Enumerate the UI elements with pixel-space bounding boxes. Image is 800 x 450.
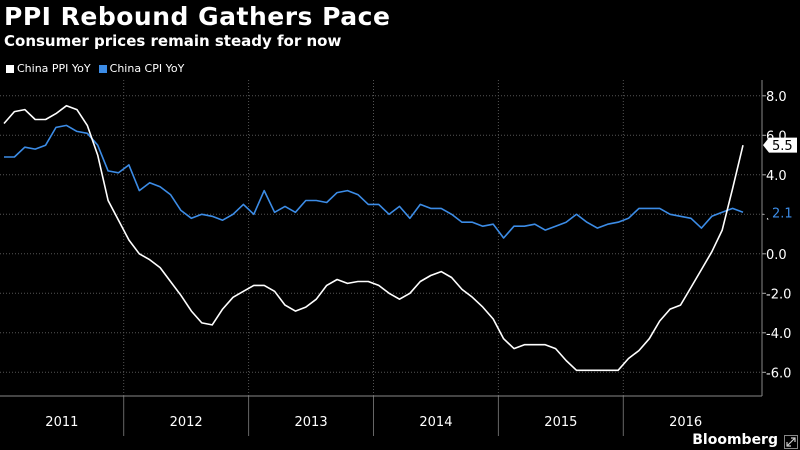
legend-swatch-ppi [6,64,14,73]
legend-label-ppi: China PPI YoY [17,62,91,75]
x-tick-label: 2013 [295,415,328,430]
x-tick-label: 2011 [45,415,78,430]
y-tick-label: 8.0 [766,90,787,105]
ppi-series-line [3,104,744,372]
y-tick-label: 4.0 [766,169,787,184]
source-logo: Bloomberg [692,432,778,448]
legend-swatch-cpi [98,64,107,73]
ppi-end-label: 5.5 [772,139,793,154]
chart-title: PPI Rebound Gathers Pace [4,2,391,31]
ppi-end-label-box [763,137,797,153]
y-tick-label: -6.0 [766,366,791,381]
x-tick-label: 2012 [170,415,203,430]
y-tick-label: 0.0 [766,248,787,263]
x-tick-label: 2014 [419,415,452,430]
x-tick-label: 2015 [544,415,577,430]
legend-item-ppi: China PPI YoY [6,62,91,75]
expand-icon[interactable] [784,435,798,449]
chart-legend: China PPI YoY China CPI YoY [6,62,184,75]
cpi-end-label-box [763,204,797,220]
legend-item-cpi: China CPI YoY [98,62,185,75]
y-tick-label: -4.0 [766,327,791,342]
cpi-end-label: 2.1 [772,206,793,221]
legend-label-cpi: China CPI YoY [109,62,185,75]
y-tick-label: -2.0 [766,287,791,302]
chart-subtitle: Consumer prices remain steady for now [4,32,342,50]
x-tick-label: 2016 [669,415,702,430]
cpi-series-line [4,124,744,239]
